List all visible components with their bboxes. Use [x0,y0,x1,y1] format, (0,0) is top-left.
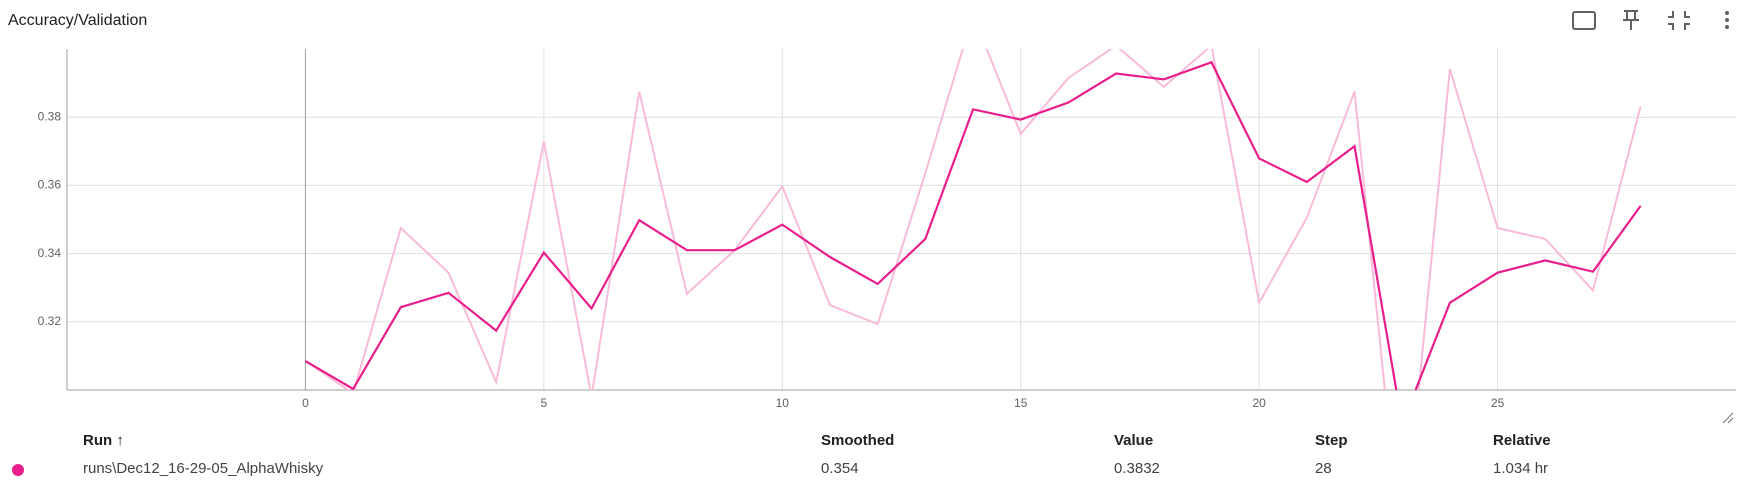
table-cell: 0.3832 [1114,460,1160,477]
y-tick-label: 0.32 [38,314,62,328]
table-cell: runs\Dec12_16-29-05_AlphaWhisky [83,460,324,477]
menu-button[interactable] [1725,11,1729,29]
table-cell: 28 [1315,460,1332,477]
collapse-button[interactable] [1668,11,1690,30]
run-table: Run ↑ Smoothed Value Step Relative runs\Dec12… [12,432,1551,477]
x-tick-label: 25 [1491,396,1505,410]
x-tick-label: 15 [1014,396,1028,410]
fit-button[interactable] [1572,11,1596,30]
y-tick-label: 0.38 [38,109,62,123]
column-header[interactable]: Smoothed [821,432,894,449]
data-line [304,49,1642,390]
column-header[interactable]: Run ↑ [83,432,124,449]
table-cell: 1.034 hr [1493,460,1548,477]
toolbar[interactable] [1572,10,1729,30]
run-color-dot [12,464,24,476]
column-header[interactable]: Step [1315,432,1348,449]
x-tick-label: 0 [302,396,309,410]
table-cell: 0.354 [821,460,859,477]
data-line [304,60,1642,390]
x-tick-label: 20 [1252,396,1266,410]
chart-title: Accuracy/Validation [8,12,147,29]
x-tick-label: 10 [776,396,790,410]
x-tick-label: 5 [541,396,548,410]
y-tick-label: 0.34 [38,246,62,260]
resize-handle[interactable] [1722,412,1734,424]
pin-button[interactable] [1623,10,1639,30]
y-tick-label: 0.36 [38,178,62,192]
plot-area: 0.32 0.34 0.36 0.38 0 5 10 15 20 25 [38,49,1736,410]
column-header[interactable]: Value [1114,432,1153,449]
column-header[interactable]: Relative [1493,432,1551,449]
